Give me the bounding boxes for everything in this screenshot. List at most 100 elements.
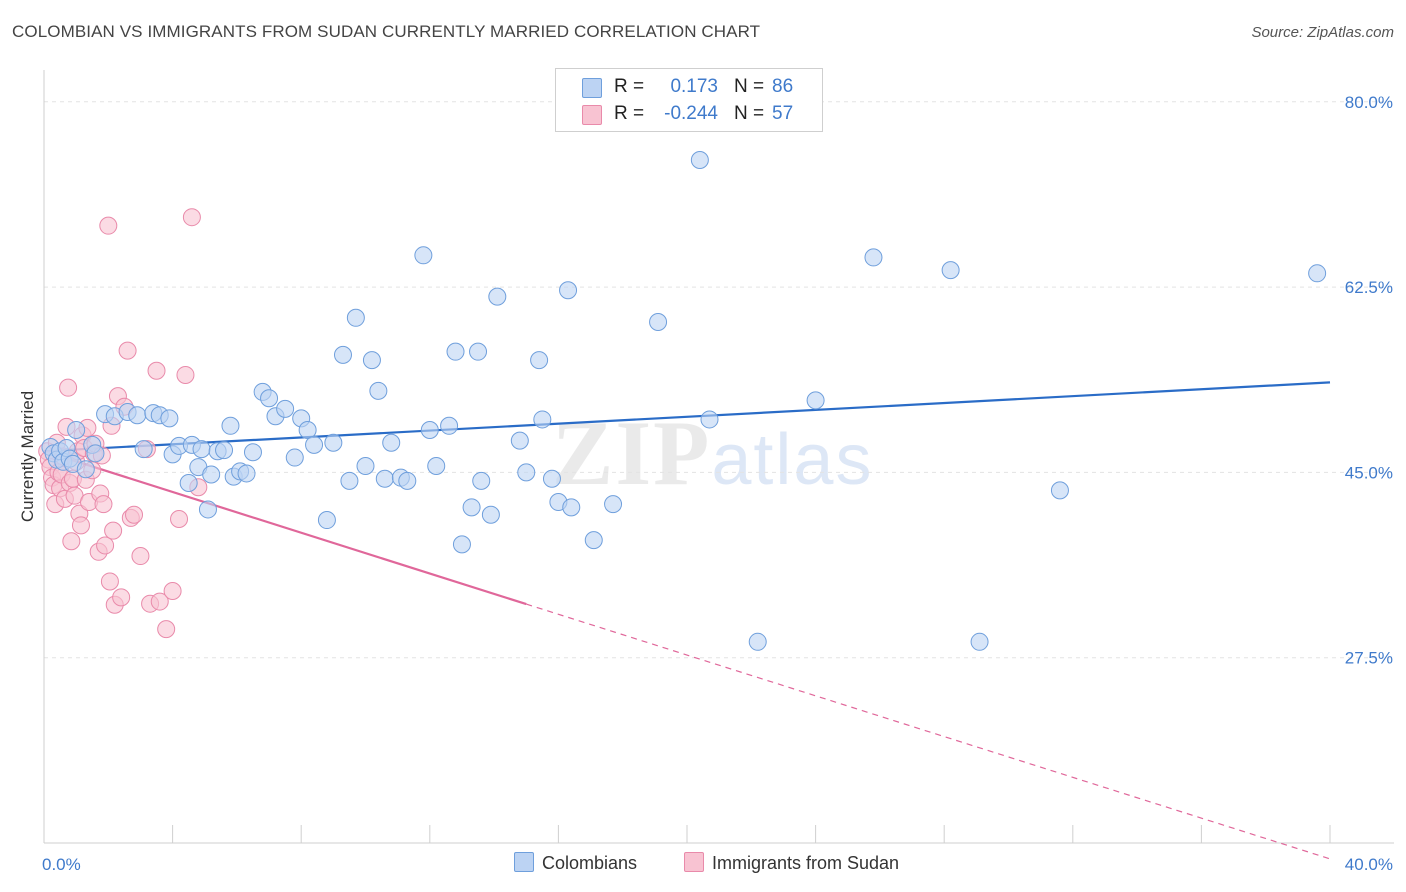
colombians-point xyxy=(440,416,459,435)
y-tick-label: 45.0% xyxy=(1345,463,1393,482)
colombians-point xyxy=(941,261,960,280)
colombians-point xyxy=(398,471,417,490)
legend-swatch-colombians xyxy=(582,78,602,98)
sudan-point xyxy=(118,341,137,360)
colombians-point xyxy=(375,469,394,488)
legend-r-label: R = xyxy=(614,76,645,97)
colombians-point xyxy=(215,441,234,460)
series-colombians-points xyxy=(41,151,1327,651)
colombians-point xyxy=(298,421,317,440)
colombians-point xyxy=(533,410,552,429)
colombians-point xyxy=(134,440,153,459)
sudan-point xyxy=(94,495,113,514)
colombians-point xyxy=(1050,481,1069,500)
colombians-point xyxy=(362,351,381,370)
colombians-point xyxy=(67,421,86,440)
bottom-legend-colombians: Colombians xyxy=(514,852,637,874)
bottom-legend-label-sudan: Immigrants from Sudan xyxy=(712,853,900,873)
sudan-point xyxy=(112,588,131,607)
sudan-point xyxy=(62,532,81,551)
colombians-point xyxy=(192,440,211,459)
colombians-point xyxy=(584,531,603,550)
colombians-point xyxy=(179,473,198,492)
sudan-point xyxy=(150,592,169,611)
colombians-point xyxy=(86,444,105,463)
sudan-point xyxy=(157,620,176,639)
sudan-point xyxy=(100,572,119,591)
colombians-point xyxy=(488,287,507,306)
colombians-point xyxy=(285,448,304,467)
colombians-point xyxy=(356,457,375,476)
bottom-legend-swatch-colombians xyxy=(514,852,534,872)
sudan-point xyxy=(170,509,189,528)
colombians-point xyxy=(243,443,262,462)
colombians-point xyxy=(369,381,388,400)
correlation-legend: R = 0.173 N = 86 R = -0.244 N = 57 xyxy=(555,68,823,132)
sudan-point xyxy=(125,505,144,524)
colombians-point xyxy=(481,505,500,524)
colombians-point xyxy=(202,465,221,484)
legend-row-sudan: R = -0.244 N = 57 xyxy=(556,102,822,128)
bottom-legend-sudan: Immigrants from Sudan xyxy=(684,852,899,874)
sudan-point xyxy=(163,581,182,600)
colombians-point xyxy=(690,151,709,170)
colombians-point xyxy=(260,389,279,408)
series-sudan-points xyxy=(38,208,208,639)
grid-lines xyxy=(44,101,1394,659)
colombians-point xyxy=(517,463,536,482)
colombians-point xyxy=(700,410,719,429)
colombians-point xyxy=(160,409,179,428)
colombians-point xyxy=(221,416,240,435)
colombians-point xyxy=(469,342,488,361)
colombians-point xyxy=(604,495,623,514)
colombians-point xyxy=(420,421,439,440)
colombians-point xyxy=(562,498,581,517)
sudan-point xyxy=(104,521,123,540)
colombians-trend-line xyxy=(43,381,1331,453)
watermark-atlas: atlas xyxy=(711,420,874,500)
colombians-point xyxy=(864,248,883,267)
sudan-trend-line xyxy=(43,450,527,606)
legend-row-colombians: R = 0.173 N = 86 xyxy=(556,75,822,101)
x-tick-label-max: 40.0% xyxy=(1345,855,1393,874)
chart-title: COLOMBIAN VS IMMIGRANTS FROM SUDAN CURRE… xyxy=(12,22,761,41)
sudan-point xyxy=(182,208,201,227)
colombians-point xyxy=(317,511,336,530)
sudan-point xyxy=(176,365,195,384)
legend-n-value: 86 xyxy=(772,76,794,97)
sudan-point xyxy=(59,378,78,397)
y-axis-title: Currently Married xyxy=(18,391,37,522)
colombians-point xyxy=(462,498,481,517)
legend-n-label: N = xyxy=(734,76,765,97)
sudan-point xyxy=(147,361,166,380)
sudan-point xyxy=(71,516,90,535)
colombians-point xyxy=(340,471,359,490)
colombians-point xyxy=(446,342,465,361)
bottom-legend-swatch-sudan xyxy=(684,852,704,872)
colombians-point xyxy=(649,313,668,332)
colombians-point xyxy=(128,406,147,425)
colombians-point xyxy=(382,433,401,452)
colombians-point xyxy=(346,308,365,327)
colombians-point xyxy=(276,399,295,418)
colombians-point xyxy=(237,464,256,483)
colombians-point xyxy=(472,471,491,490)
colombians-point xyxy=(748,632,767,651)
colombians-point xyxy=(970,632,989,651)
colombians-point xyxy=(806,391,825,410)
colombians-point xyxy=(324,433,343,452)
colombians-point xyxy=(76,460,95,479)
colombians-point xyxy=(305,435,324,454)
sudan-point xyxy=(131,547,150,566)
legend-r-value: 0.173 xyxy=(670,76,718,97)
legend-r-value: -0.244 xyxy=(664,103,718,124)
legend-n-label: N = xyxy=(734,103,765,124)
sudan-point xyxy=(99,216,118,235)
legend-n-value: 57 xyxy=(772,103,794,124)
sudan-trend-line-extension xyxy=(526,603,1331,860)
bottom-legend-label-colombians: Colombians xyxy=(542,853,638,873)
legend-swatch-sudan xyxy=(582,105,602,125)
colombians-point xyxy=(427,457,446,476)
colombians-point xyxy=(452,535,471,554)
sudan-point xyxy=(96,536,115,555)
